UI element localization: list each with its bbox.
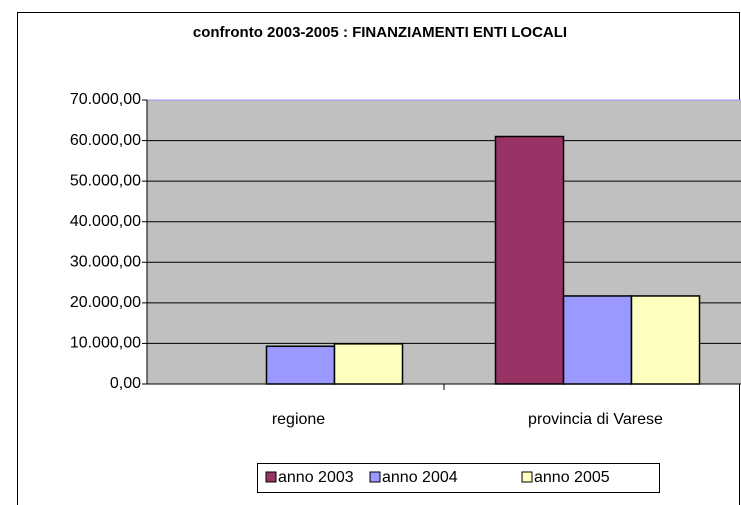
legend-swatch [265,471,277,483]
legend-box [257,463,660,493]
y-tick-label: 50.000,00 [70,172,141,189]
y-tick-label: 40.000,00 [70,213,141,230]
bar [630,295,701,385]
x-tick-label: provincia di Varese [528,411,663,428]
bar [333,343,404,385]
bar [265,345,336,385]
legend-swatch [369,471,381,483]
legend-label: anno 2005 [534,469,610,486]
legend-label: anno 2004 [382,469,458,486]
legend-label: anno 2003 [278,469,354,486]
y-tick-label: 70.000,00 [70,91,141,108]
y-tick-label: 60.000,00 [70,132,141,149]
legend-swatch [521,471,533,483]
x-tick-label: regione [272,411,325,428]
y-tick-label: 0,00 [110,375,141,392]
bar [562,295,633,385]
y-tick-label: 30.000,00 [70,254,141,271]
chart-title: confronto 2003-2005 : FINANZIAMENTI ENTI… [193,24,567,41]
y-tick-label: 20.000,00 [70,294,141,311]
bar [494,135,565,385]
y-tick-label: 10.000,00 [70,335,141,352]
